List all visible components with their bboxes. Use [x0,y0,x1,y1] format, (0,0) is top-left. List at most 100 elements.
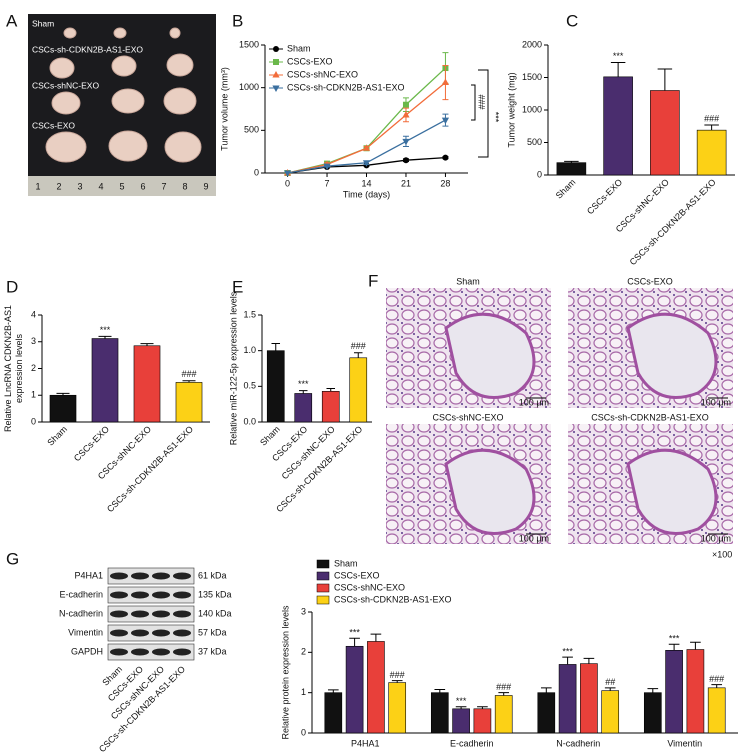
annotation: *** [100,325,111,335]
ruler-number: 9 [203,181,208,191]
annotation: *** [491,112,501,123]
x-tick-label: Vimentin [667,738,702,748]
legend-label: CSCs-EXO [334,570,380,580]
error-bar [98,335,112,339]
annotation: ## [605,677,615,687]
bar [650,90,680,176]
magnification: ×100 [712,549,732,559]
bar [686,649,705,734]
y-tick-label: 1 [31,390,36,400]
protein-name: Vimentin [68,627,103,637]
error-bar [327,689,339,693]
y-tick-label: 2 [31,363,36,373]
y-tick-label: 2 [301,647,306,657]
protein-name: N-cadherin [59,608,103,618]
band [131,572,149,580]
band [152,610,170,618]
x-tick-label: 0 [285,178,290,188]
legend-swatch [316,559,330,569]
bar [133,345,161,423]
error-bar [298,390,308,394]
bar [294,393,313,423]
error-bar [704,124,719,131]
band [173,591,191,599]
protein-name: E-cadherin [59,589,103,599]
photo-label: CSCs-EXO [32,120,75,130]
band [152,572,170,580]
error-bar [540,687,552,693]
x-tick-label: 21 [401,178,411,188]
x-axis-label: Time (days) [343,189,390,199]
marker [272,85,280,92]
x-tick-label: CSCs-EXO [585,177,624,216]
error-bar [562,656,573,665]
blot-row [107,605,195,623]
histology-title: CSCs-EXO [627,276,673,286]
y-tick-label: 1.0 [243,345,256,355]
bar [430,692,449,734]
y-axis-label: Relative miR-122-5p expression levels [228,291,238,445]
bar [558,664,577,734]
x-tick-label: 7 [325,178,330,188]
annotation: *** [349,628,360,638]
legend-label: CSCs-shNC-EXO [287,69,358,79]
annotation: ### [351,341,366,351]
legend-label: CSCs-shNC-EXO [334,582,405,592]
y-tick-label: 1 [301,687,306,697]
annotation: *** [456,696,467,706]
marker [362,144,371,151]
error-bar [455,706,467,709]
error-bar [326,387,336,392]
marker [402,101,409,108]
bar [556,162,587,176]
scale-bar-label: 100 μm [519,397,549,407]
x-tick-label: Sham [554,177,578,201]
legend-label: Sham [334,558,358,568]
bar [91,338,119,423]
panel-label: F [368,271,378,290]
scale-bar-label: 100 μm [701,533,731,543]
annotation: ### [390,670,405,680]
bar [494,695,513,734]
band [131,610,149,618]
y-tick-label: 1000 [239,82,259,92]
western-blot: G P4HA1 61 kDa E-cadherin 135 kDa N-cadherin… [6,549,232,752]
error-bar [498,692,510,696]
bar [49,394,77,423]
legend-label: CSCs-sh-CDKN2B-AS1-EXO [287,82,405,92]
x-tick-label: CSCs-sh-CDKN2B-AS1-EXO [105,424,195,514]
protein-size: 61 kDa [198,570,227,580]
y-axis-label: Tumor volume (mm³) [219,67,229,151]
band [110,629,128,637]
annotation: *** [562,647,573,657]
panel-label: A [6,11,18,30]
error-bar [604,687,616,691]
y-tick-label: 2000 [522,39,542,49]
bar [473,708,492,734]
band [152,629,170,637]
tumor-photo: A Sham CSCs-sh-CDKN2B-AS1-EXO CSCs-shNC-… [6,11,216,196]
bar [537,692,556,734]
x-tick-label: E-cadherin [450,738,494,748]
vessel [444,312,536,399]
histology: F Sham 100 μm CSCs-EXO 100 μm CSCs-shNC-EXO 1… [368,271,733,559]
vessel [626,448,718,535]
y-tick-label: 1500 [239,39,259,49]
x-tick-label: Sham [45,424,69,448]
annotation: *** [613,51,624,61]
ruler-number: 3 [77,181,82,191]
annotation: ### [709,674,724,684]
ruler-number: 1 [35,181,40,191]
bar [175,382,203,423]
x-tick-label: CSCs-EXO [72,424,111,463]
bar [367,641,385,734]
ruler-number: 4 [98,181,103,191]
band [110,572,128,580]
vessel [626,312,718,399]
panel-label: E [232,277,243,296]
histology-title: CSCs-sh-CDKN2B-AS1-EXO [591,412,709,422]
vessel [444,448,536,535]
annotation: ### [477,94,487,109]
y-axis-label: Relative protein expression levels [280,605,290,740]
y-axis-label: Tumor weight (mg) [506,72,516,147]
